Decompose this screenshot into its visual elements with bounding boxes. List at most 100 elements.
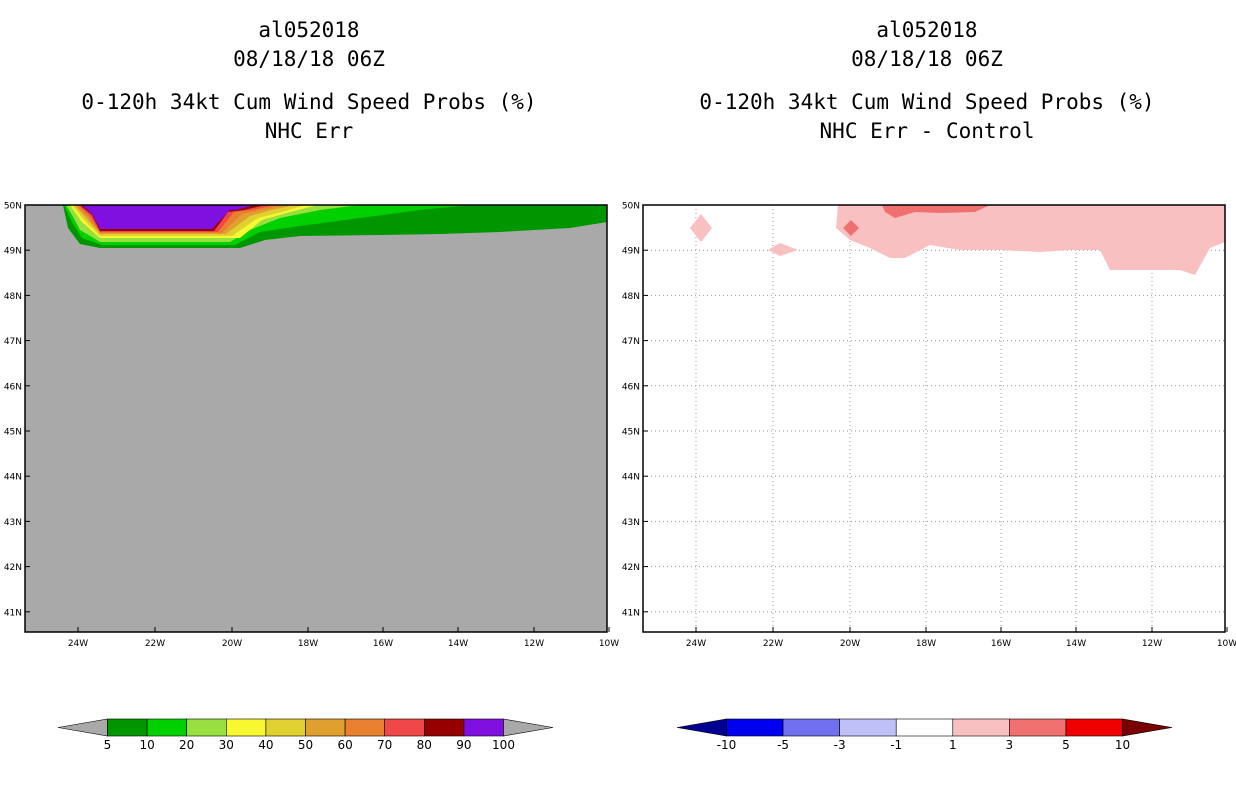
diff-band-1 [836, 205, 1225, 275]
lon-label: 16W [991, 639, 1011, 649]
colorbar-swatch [952, 718, 1010, 737]
lon-label: 16W [373, 639, 393, 649]
lon-label: 22W [763, 639, 783, 649]
map-frame [642, 204, 1226, 633]
colorbar-overflow-arrow [503, 718, 554, 737]
storm-id: al052018 [876, 18, 978, 42]
colorbar-label: 70 [377, 738, 392, 752]
colorbar-swatch [186, 718, 227, 737]
colorbar-label: 5 [1062, 738, 1070, 752]
lat-label: 47N [622, 337, 640, 347]
colorbar-underflow-arrow [676, 718, 727, 737]
lat-label: 50N [622, 202, 640, 212]
colorbar-swatch [423, 718, 465, 737]
lon-label: 10W [599, 639, 619, 649]
colorbar-swatch [839, 718, 897, 737]
colorbar-swatch [146, 718, 188, 737]
colorbar-swatch [344, 718, 386, 737]
left-map: 50N 49N 48N 47N 46N 45N 44N 43N 42N 41N 24W 22W 20W… [4, 202, 619, 650]
lat-label: 41N [4, 608, 22, 618]
lat-label: 41N [622, 608, 640, 618]
colorbar-swatch [726, 718, 784, 737]
colorbar-swatch [1009, 718, 1067, 737]
prob-band-90 [82, 205, 255, 229]
colorbar-label: 90 [456, 738, 471, 752]
storm-id: al052018 [258, 18, 360, 42]
lat-label: 50N [4, 202, 22, 212]
lon-label: 14W [1066, 639, 1086, 649]
lon-label: 12W [1142, 639, 1162, 649]
colorbar-swatch [895, 718, 954, 737]
lon-axis-labels: 24W 22W 20W 18W 16W 14W 12W 10W [68, 627, 619, 649]
lat-label: 43N [622, 518, 640, 528]
colorbar-swatch [782, 718, 840, 737]
diff-band-3-spot [843, 220, 859, 236]
colorbar-label: -10 [717, 738, 737, 752]
colorbar-label: 10 [139, 738, 154, 752]
diff-band-1-spot [768, 243, 798, 256]
lon-label: 20W [222, 639, 242, 649]
lat-label: 43N [4, 518, 22, 528]
lat-label: 44N [4, 473, 22, 483]
diff-band-1-spot [690, 214, 712, 242]
lat-label: 48N [4, 292, 22, 302]
lat-axis-labels: 50N 49N 48N 47N 46N 45N 44N 43N 42N 41N [4, 202, 30, 618]
left-colorbar: 5 10 20 30 40 50 60 70 80 90 100 [57, 718, 554, 752]
lat-label: 44N [622, 473, 640, 483]
lat-label: 46N [4, 382, 22, 392]
lat-axis-labels: 50N 49N 48N 47N 46N 45N 44N 43N 42N 41N [622, 202, 648, 618]
colorbar-swatch [305, 718, 346, 737]
product-name: 0-120h 34kt Cum Wind Speed Probs (%) [699, 90, 1155, 114]
lat-label: 42N [622, 563, 640, 573]
colorbar-label: -3 [834, 738, 846, 752]
colorbar-underflow-arrow [57, 718, 108, 737]
colorbar-swatch [265, 718, 306, 737]
colorbar-overflow-arrow [1122, 718, 1173, 737]
lon-axis-labels: 24W 22W 20W 18W 16W 14W 12W 10W [686, 627, 1236, 649]
panel-subtitle: NHC Err [264, 119, 354, 143]
lat-label: 47N [4, 337, 22, 347]
valid-time: 08/18/18 06Z [233, 47, 385, 71]
lon-label: 22W [145, 639, 165, 649]
colorbar-swatch [384, 718, 425, 737]
colorbar-swatch [463, 718, 504, 737]
lat-label: 49N [622, 247, 640, 257]
lon-label: 18W [916, 639, 936, 649]
colorbar-label: 1 [949, 738, 957, 752]
lon-label: 10W [1217, 639, 1236, 649]
right-panel-title: al052018 08/18/18 06Z 0-120h 34kt Cum Wi… [618, 16, 1236, 146]
colorbar-label: -1 [890, 738, 902, 752]
colorbar-label: -5 [777, 738, 789, 752]
product-name: 0-120h 34kt Cum Wind Speed Probs (%) [81, 90, 537, 114]
lat-label: 49N [4, 247, 22, 257]
colorbar-label: 50 [298, 738, 313, 752]
lon-label: 20W [840, 639, 860, 649]
map-background [643, 205, 1225, 632]
colorbar-label: 20 [179, 738, 194, 752]
lon-label: 24W [68, 639, 88, 649]
colorbar-label: 60 [337, 738, 352, 752]
lat-label: 45N [4, 428, 22, 438]
colorbar-label: 3 [1006, 738, 1014, 752]
colorbar-swatch [107, 718, 148, 737]
right-map: 50N 49N 48N 47N 46N 45N 44N 43N 42N 41N 24W 22W 20W… [622, 202, 1236, 650]
lat-label: 42N [4, 563, 22, 573]
left-panel-title: al052018 08/18/18 06Z 0-120h 34kt Cum Wi… [0, 16, 618, 146]
colorbar-label: 30 [219, 738, 234, 752]
lon-label: 14W [448, 639, 468, 649]
lon-label: 18W [298, 639, 318, 649]
colorbar-label: 100 [492, 738, 515, 752]
panel-subtitle: NHC Err - Control [819, 119, 1035, 143]
lon-label: 24W [686, 639, 706, 649]
colorbar-label: 40 [258, 738, 273, 752]
colorbar-label: 10 [1115, 738, 1130, 752]
map-frame [24, 204, 608, 633]
lat-label: 45N [622, 428, 640, 438]
diff-band-3 [882, 205, 990, 218]
lat-label: 46N [622, 382, 640, 392]
lon-label: 12W [524, 639, 544, 649]
lat-label: 48N [622, 292, 640, 302]
colorbar-swatch [1065, 718, 1123, 737]
right-colorbar: -10 -5 -3 -1 1 3 5 10 [676, 718, 1173, 752]
